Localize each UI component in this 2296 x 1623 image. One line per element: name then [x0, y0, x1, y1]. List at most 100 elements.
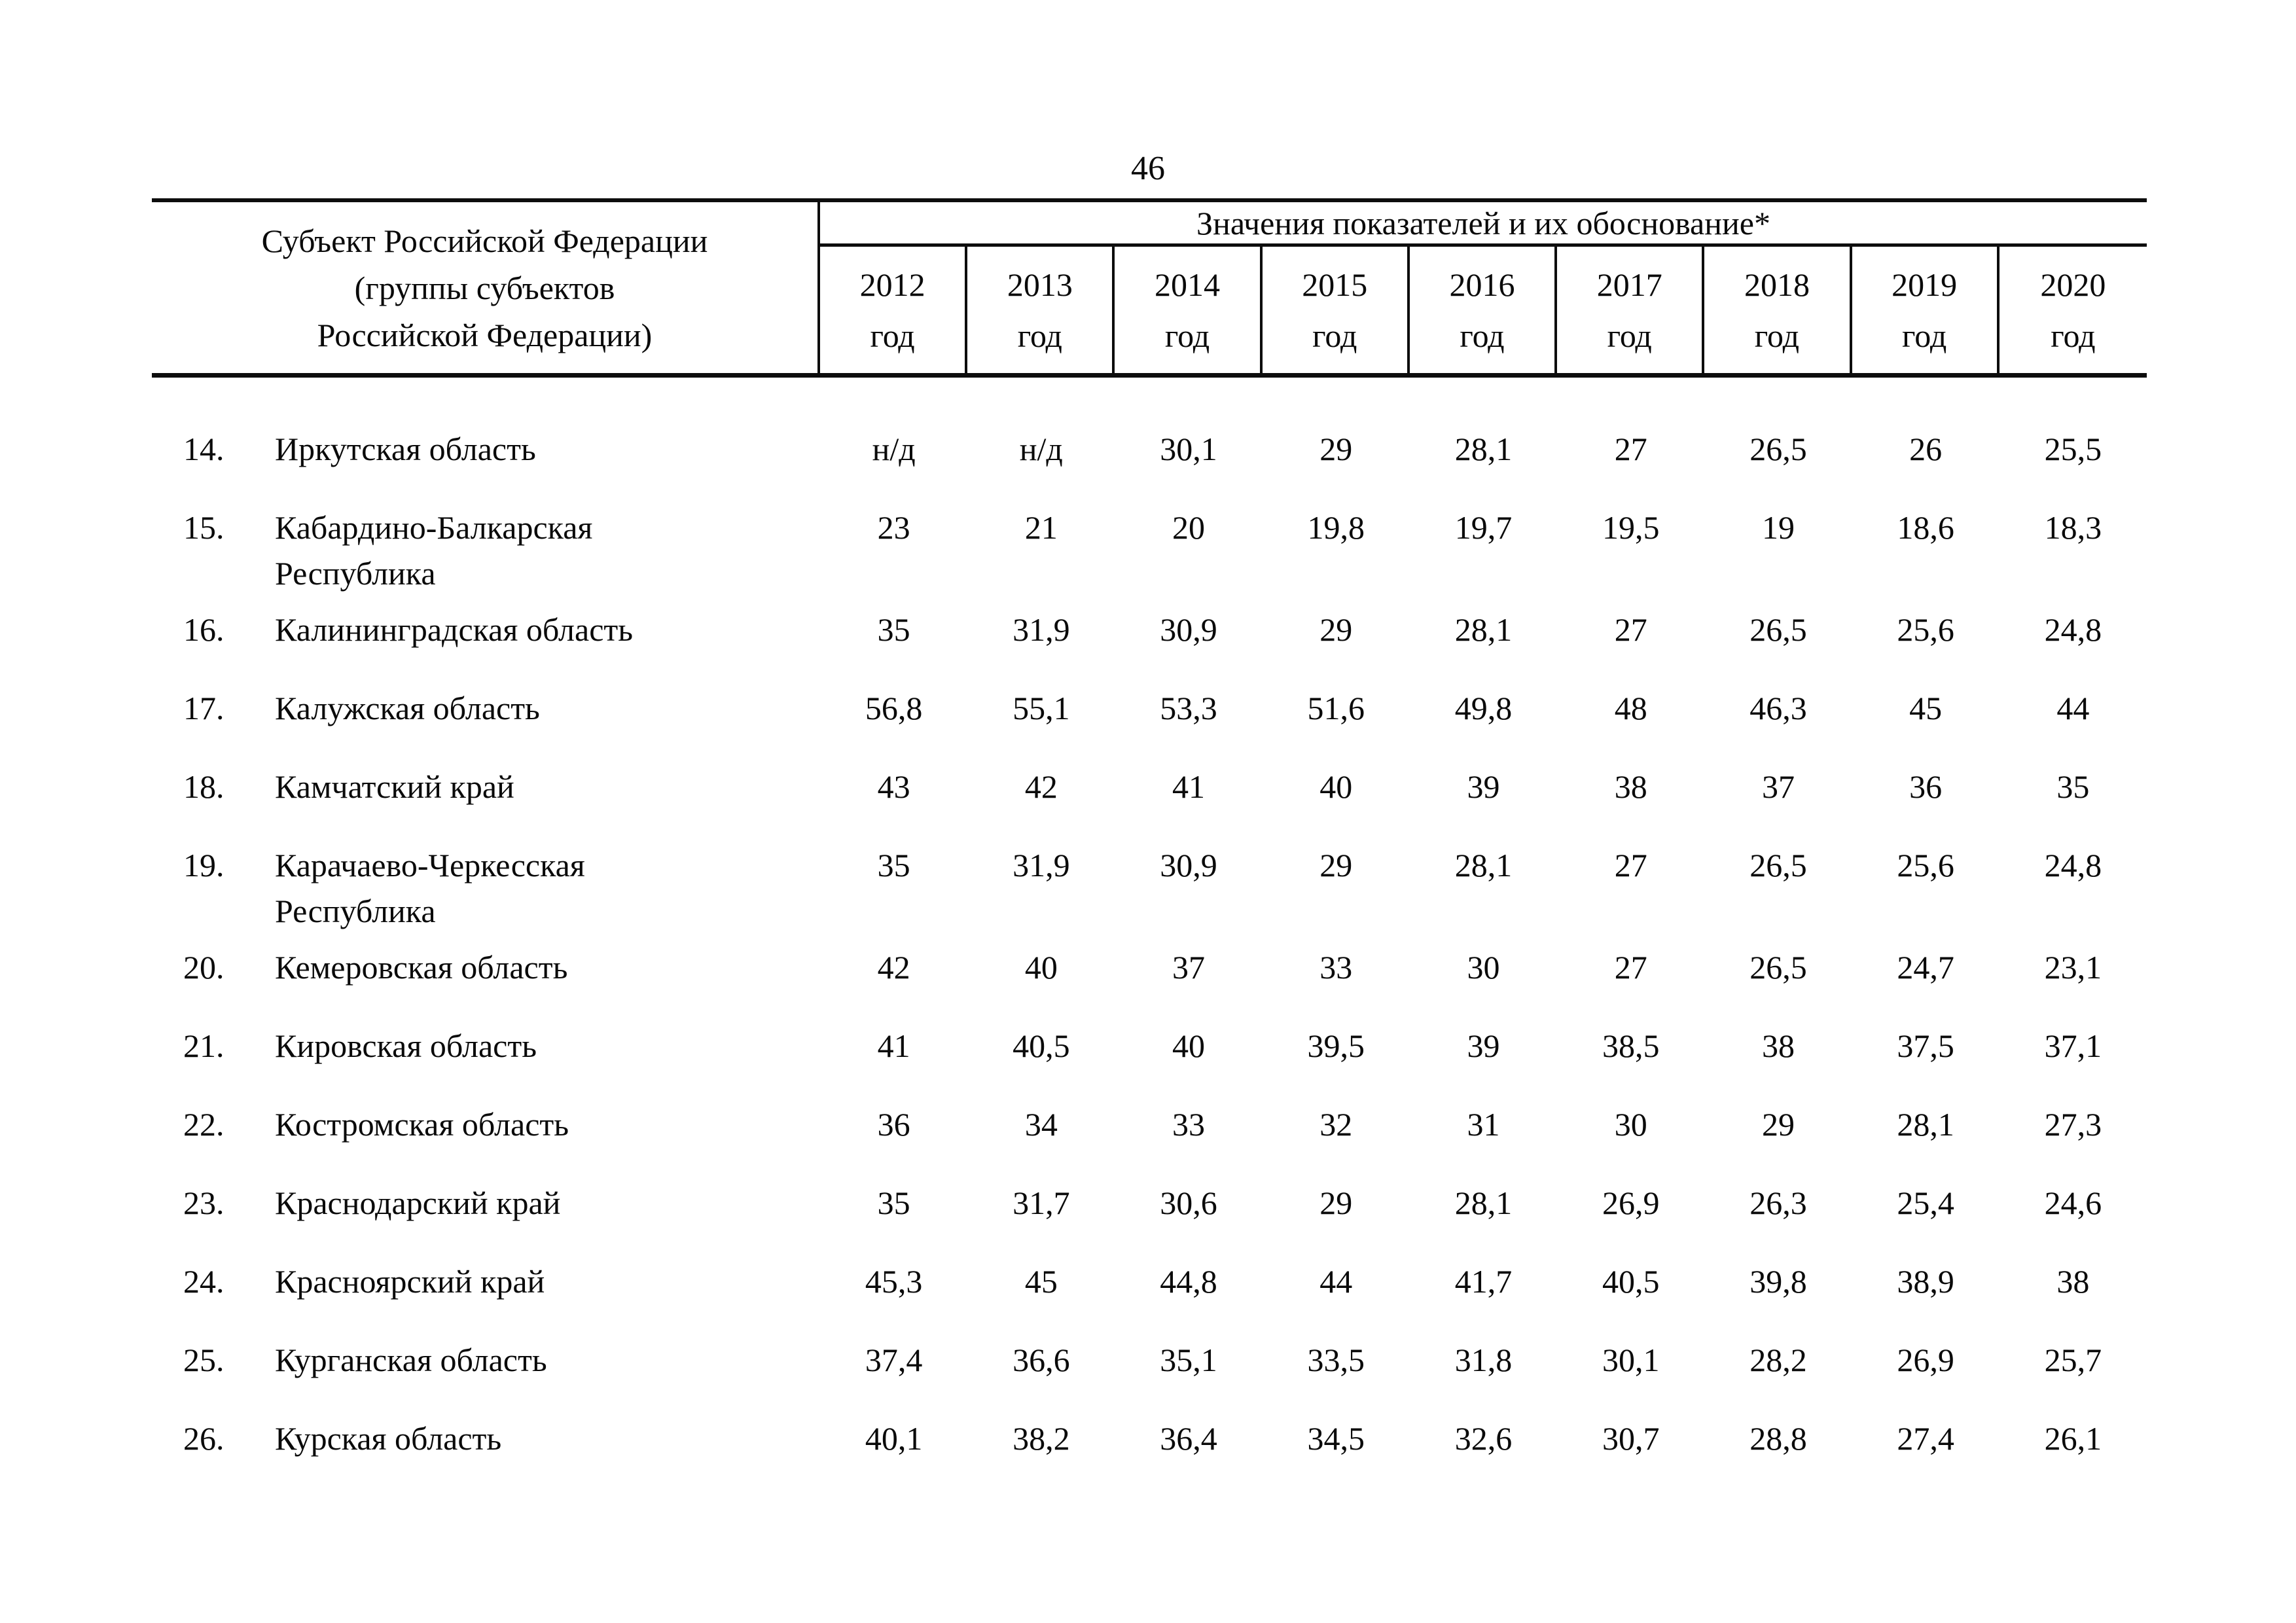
value-cell: 38 — [1614, 768, 1647, 805]
year-label: 2015 — [1302, 266, 1368, 303]
value-cell: 43 — [877, 768, 910, 805]
value-cell: 40,5 — [1013, 1027, 1070, 1064]
value-cell: 25,6 — [1897, 611, 1954, 648]
value-cell: 27,3 — [2044, 1106, 2102, 1143]
table-row: 25. Курганская область 37,4 36,6 35,1 33,5 3… — [152, 1337, 2147, 1383]
value-cell: 45,3 — [865, 1263, 923, 1300]
value-cell: 23,1 — [2044, 949, 2102, 986]
value-cell: 28,8 — [1749, 1420, 1807, 1457]
value-cell: 28,1 — [1454, 611, 1513, 648]
value-cell: 55,1 — [1013, 690, 1070, 726]
year-label: 2016 — [1449, 266, 1515, 303]
row-number: 14. — [183, 431, 224, 467]
value-cell: 35 — [877, 847, 910, 883]
value-cell: 31,7 — [1013, 1185, 1070, 1221]
value-cell: 28,1 — [1454, 847, 1513, 883]
value-cell: 19 — [1761, 509, 1795, 546]
table-row: 17. Калужская область 56,8 55,1 53,3 51,6 49… — [152, 685, 2147, 731]
value-cell: 39,5 — [1307, 1027, 1365, 1064]
year-unit-label: год — [1164, 317, 1210, 354]
value-cell: 28,2 — [1749, 1342, 1807, 1378]
value-cell: 19,5 — [1602, 509, 1660, 546]
year-header-cell: 2019 год — [1852, 247, 2000, 373]
value-cell: 35 — [2056, 768, 2090, 805]
value-cell: 56,8 — [865, 690, 923, 726]
region-name: Кемеровская область — [275, 949, 568, 986]
year-header-cell: 2016 год — [1410, 247, 1558, 373]
subject-header-line-2: (группы субъектов — [354, 269, 615, 306]
value-cell: 38,2 — [1013, 1420, 1070, 1457]
value-cell: 26 — [1909, 431, 1943, 467]
row-number: 15. — [183, 509, 224, 546]
value-cell: 36 — [877, 1106, 910, 1143]
value-cell: 41 — [877, 1027, 910, 1064]
value-cell: 23 — [877, 509, 910, 546]
value-cell: 26,1 — [2044, 1420, 2102, 1457]
value-cell: 49,8 — [1454, 690, 1513, 726]
value-cell: 30,6 — [1160, 1185, 1217, 1221]
value-cell: 24,8 — [2044, 611, 2102, 648]
value-cell: 31,9 — [1013, 847, 1070, 883]
row-number: 25. — [183, 1342, 224, 1378]
value-cell: 40,5 — [1602, 1263, 1660, 1300]
row-number: 22. — [183, 1106, 224, 1143]
value-cell: 27 — [1614, 949, 1647, 986]
value-cell: 26,5 — [1749, 431, 1807, 467]
row-number: 24. — [183, 1263, 224, 1300]
value-cell: 37,5 — [1897, 1027, 1954, 1064]
region-cell: 17. Калужская область — [152, 685, 820, 731]
value-cell: 31,9 — [1013, 611, 1070, 648]
value-cell: 24,7 — [1897, 949, 1954, 986]
value-cell: 32 — [1319, 1106, 1353, 1143]
table-body: 14. Иркутская область н/д н/д 30,1 29 28,1 27… — [152, 378, 2147, 1461]
value-cell: 26,5 — [1749, 949, 1807, 986]
value-cell: 41 — [1172, 768, 1206, 805]
value-cell: 21 — [1024, 509, 1058, 546]
value-cell: 37 — [1761, 768, 1795, 805]
year-label: 2014 — [1155, 266, 1221, 303]
value-cell: 33 — [1172, 1106, 1206, 1143]
value-cell: 31,8 — [1454, 1342, 1513, 1378]
value-cell: 26,9 — [1602, 1185, 1660, 1221]
year-unit-label: год — [1017, 317, 1062, 354]
table-row: 26. Курская область 40,1 38,2 36,4 34,5 32,6… — [152, 1416, 2147, 1461]
value-cell: 29 — [1319, 431, 1353, 467]
region-name: Иркутская область — [275, 431, 536, 467]
value-cell: 39,8 — [1749, 1263, 1807, 1300]
value-cell: 42 — [877, 949, 910, 986]
year-header-cell: 2012 год — [820, 247, 968, 373]
year-unit-label: год — [1902, 317, 1947, 354]
value-cell: н/д — [1019, 431, 1063, 467]
subject-header-line-3: Российской Федерации) — [317, 316, 653, 353]
values-header-cell: Значения показателей и их обоснование* — [820, 202, 2147, 247]
year-header-cell: 2015 год — [1263, 247, 1410, 373]
value-cell: 30,1 — [1160, 431, 1217, 467]
value-cell: 38 — [2056, 1263, 2090, 1300]
table-row: 18. Камчатский край 43 42 41 40 39 38 37 36 35 — [152, 764, 2147, 810]
row-number: 23. — [183, 1185, 224, 1221]
value-cell: 38 — [1761, 1027, 1795, 1064]
value-cell: 40 — [1172, 1027, 1206, 1064]
region-name: Кабардино-Балкарская Республика — [275, 509, 593, 592]
year-label: 2017 — [1596, 266, 1662, 303]
row-number: 19. — [183, 847, 224, 883]
value-cell: 30,9 — [1160, 847, 1217, 883]
table-row: 20. Кемеровская область 42 40 37 33 30 27 26,5… — [152, 944, 2147, 990]
value-cell: 40 — [1024, 949, 1058, 986]
table-row: 23. Краснодарский край 35 31,7 30,6 29 28,1 2… — [152, 1180, 2147, 1226]
year-unit-label: год — [1607, 317, 1652, 354]
row-number: 20. — [183, 949, 224, 986]
value-cell: 34 — [1024, 1106, 1058, 1143]
value-cell: 36,6 — [1013, 1342, 1070, 1378]
value-cell: 30 — [1614, 1106, 1647, 1143]
value-cell: 19,7 — [1454, 509, 1513, 546]
value-cell: 18,6 — [1897, 509, 1954, 546]
value-cell: 29 — [1319, 1185, 1353, 1221]
value-cell: 34,5 — [1307, 1420, 1365, 1457]
year-header-cell: 2013 год — [967, 247, 1115, 373]
row-number: 26. — [183, 1420, 224, 1457]
subject-header-line-1: Субъект Российской Федерации — [261, 222, 708, 259]
value-cell: 36,4 — [1160, 1420, 1217, 1457]
region-name: Курская область — [275, 1420, 502, 1457]
